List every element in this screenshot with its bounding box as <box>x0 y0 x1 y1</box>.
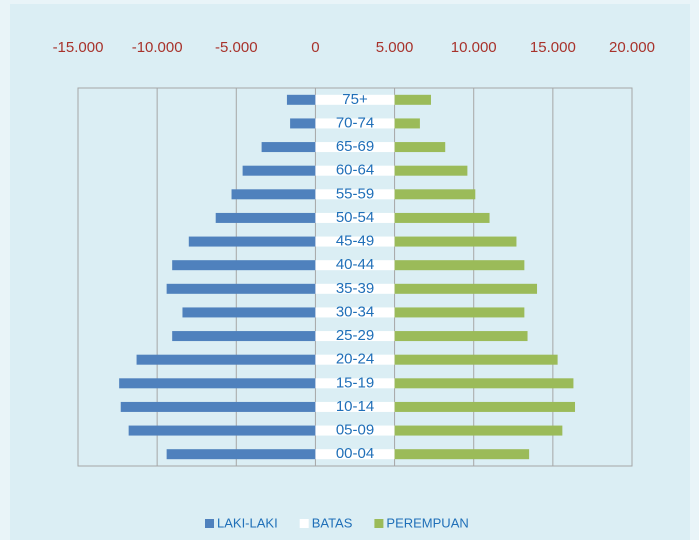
bar <box>394 283 538 294</box>
bar <box>394 354 558 365</box>
bar <box>315 189 395 200</box>
x-tick-label: -15.000 <box>53 39 104 56</box>
bar <box>166 283 316 294</box>
bar <box>394 236 517 247</box>
x-tick-label: 20.000 <box>609 39 655 56</box>
category-label: 10-14 <box>336 398 374 415</box>
category-label: 45-49 <box>336 233 374 250</box>
bar <box>394 118 420 129</box>
bar <box>315 331 395 342</box>
category-label: 70-74 <box>336 114 374 131</box>
category-label: 35-39 <box>336 280 374 297</box>
bar <box>394 307 525 318</box>
bar <box>315 142 395 153</box>
bar <box>394 94 431 105</box>
bar <box>394 331 528 342</box>
x-tick-label: 5.000 <box>376 39 414 56</box>
bar <box>119 378 316 389</box>
legend-swatch <box>299 519 309 528</box>
category-label: 30-34 <box>336 303 374 320</box>
bar <box>394 378 574 389</box>
category-label: 65-69 <box>336 138 374 155</box>
bar <box>315 165 395 176</box>
bar <box>315 307 395 318</box>
x-tick-label: 0 <box>311 39 319 56</box>
bar <box>315 354 395 365</box>
legend-swatch <box>205 519 214 528</box>
bar <box>136 354 316 365</box>
bar <box>394 142 446 153</box>
bar <box>315 94 395 105</box>
x-tick-label: 10.000 <box>451 39 497 56</box>
bar <box>182 307 316 318</box>
legend-label: PEREMPUAN <box>386 515 468 530</box>
bar <box>394 189 476 200</box>
bar <box>394 401 576 412</box>
legend-swatch <box>374 519 384 528</box>
category-label: 50-54 <box>336 209 374 226</box>
bar <box>172 260 316 271</box>
x-tick-label: 15.000 <box>530 39 576 56</box>
category-label: 20-24 <box>336 351 374 368</box>
bar <box>242 165 316 176</box>
bar <box>394 165 468 176</box>
bar <box>231 189 316 200</box>
bar <box>315 236 395 247</box>
category-label: 05-09 <box>336 422 374 439</box>
category-label: 15-19 <box>336 374 374 391</box>
x-tick-label: -10.000 <box>132 39 183 56</box>
bar <box>394 260 525 271</box>
x-tick-label: -5.000 <box>215 39 258 56</box>
bar <box>166 449 316 460</box>
bar <box>315 378 395 389</box>
bar <box>315 118 395 129</box>
bar <box>315 401 395 412</box>
bar <box>188 236 316 247</box>
bar <box>394 449 530 460</box>
category-label: 00-04 <box>336 445 374 462</box>
bar <box>394 212 490 223</box>
bar <box>172 331 316 342</box>
category-label: 25-29 <box>336 327 374 344</box>
bar <box>286 94 316 105</box>
bar <box>315 283 395 294</box>
bar <box>120 401 316 412</box>
category-label: 60-64 <box>336 162 374 179</box>
category-label: 75+ <box>342 91 368 108</box>
bar <box>128 425 316 436</box>
bar <box>315 212 395 223</box>
legend-label: BATAS <box>312 515 353 530</box>
bar <box>261 142 316 153</box>
category-label: 40-44 <box>336 256 374 273</box>
category-label: 55-59 <box>336 185 374 202</box>
bar <box>394 425 563 436</box>
bar <box>315 449 395 460</box>
bar <box>215 212 316 223</box>
legend-label: LAKI-LAKI <box>217 515 278 530</box>
bar <box>315 260 395 271</box>
bar <box>315 425 395 436</box>
bar <box>290 118 316 129</box>
